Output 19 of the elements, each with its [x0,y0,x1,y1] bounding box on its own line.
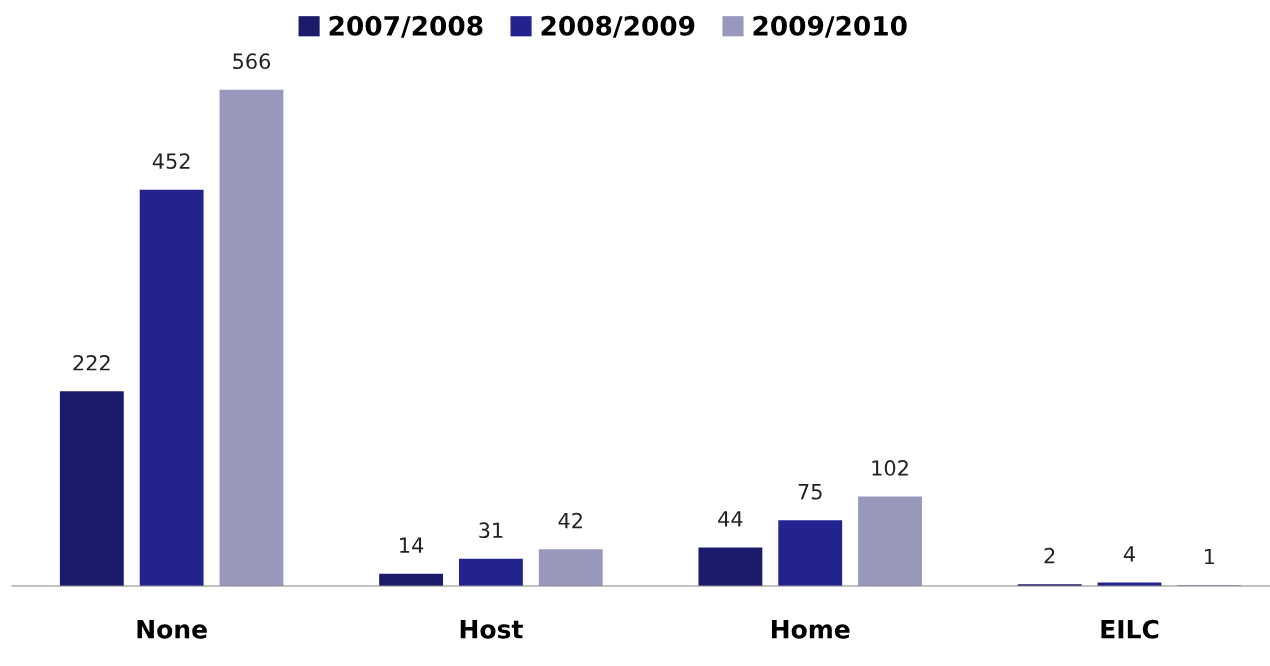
data-label: 14 [400,537,424,553]
legend-label: 2009/2010 [753,15,907,38]
data-label: 2 [1044,547,1055,564]
legend-label: 2007/2008 [329,15,483,38]
data-label: 222 [73,354,110,371]
data-label: 31 [479,522,503,539]
legend-label: 2008/2009 [541,15,695,38]
data-label: 1 [1205,548,1215,565]
x-tick-label: Host [460,620,523,639]
data-label: 452 [152,153,190,170]
data-label: 4 [1123,546,1135,562]
x-tick-label: Home [771,620,850,639]
data-label: 75 [798,484,822,500]
data-label: 102 [872,460,908,476]
data-label: 42 [558,512,582,529]
data-label: 566 [233,53,271,70]
x-tick-label: None [137,620,207,639]
data-label: 44 [718,511,743,527]
x-tick-label: EILC [1101,619,1159,639]
